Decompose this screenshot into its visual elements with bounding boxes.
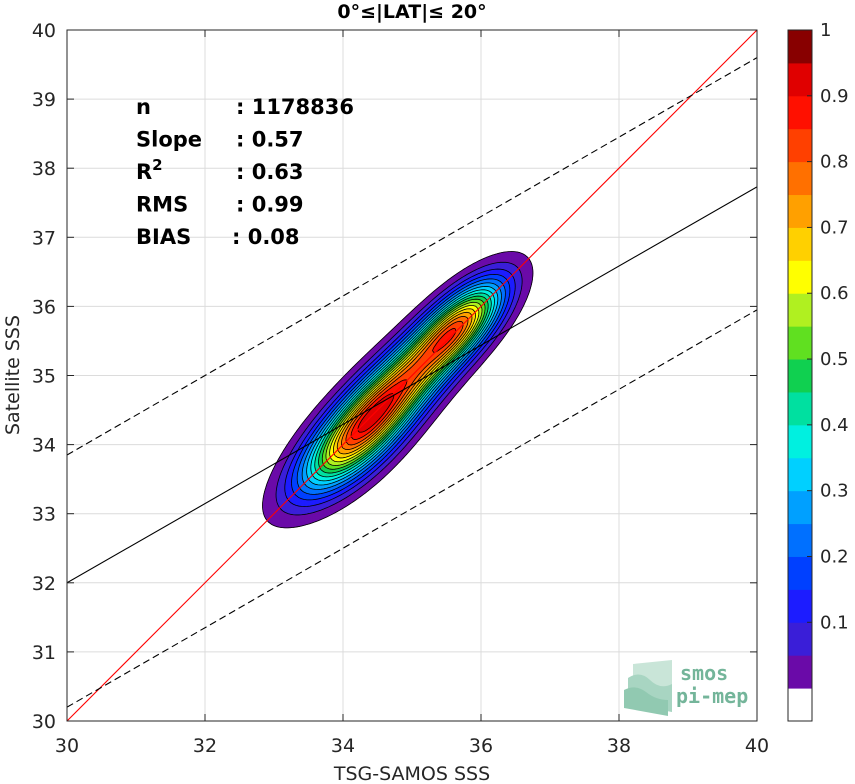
stat-value: : 0.08: [232, 225, 300, 249]
colorbar-tick-label: 0.1: [820, 612, 849, 633]
colorbar-segment: [788, 260, 812, 294]
colorbar-segment: [788, 622, 812, 656]
x-axis-label: TSG-SAMOS SSS: [333, 763, 490, 784]
colorbar-tick-label: 0.9: [820, 86, 849, 107]
logo-waves-icon: [624, 660, 672, 716]
line-regression: [67, 186, 757, 584]
logo-text-line1: smos: [680, 661, 728, 685]
x-tick-label: 30: [55, 735, 79, 757]
colorbar-segment: [788, 293, 812, 327]
colorbar-segment: [788, 227, 812, 261]
contour-outline-4: [291, 274, 511, 501]
x-tick-label: 34: [331, 735, 355, 757]
y-tick-label: 39: [32, 89, 56, 111]
colorbar-segment: [788, 62, 812, 97]
y-axis: 30 31 32 33 34 35 36 37 38 39 40: [32, 20, 757, 733]
statistics-annotation: n : 1178836 Slope : 0.57 R2 : 0.63 RMS : 0.99 BI…: [136, 95, 354, 249]
contour-outline-8: [310, 289, 495, 482]
colorbar-segment: [788, 523, 812, 557]
y-tick-label: 38: [32, 158, 56, 180]
colorbar-segment: [788, 556, 812, 590]
colorbar-segment: [788, 688, 812, 722]
chart-title: 0°≤|LAT|≤ 20°: [337, 1, 486, 23]
y-tick-label: 31: [32, 642, 56, 664]
y-tick-label: 37: [32, 227, 56, 249]
colorbar-tick-label: 0.2: [820, 546, 849, 567]
colorbar-tick-label: 0.6: [820, 283, 849, 304]
stat-label: Slope: [136, 128, 202, 152]
contour-outline-11: [321, 298, 486, 470]
y-tick-label: 40: [32, 20, 56, 42]
y-tick-label: 32: [32, 573, 56, 595]
colorbar-segment: [788, 589, 812, 623]
contour-outline-7: [306, 286, 499, 486]
line-lower-bound: [67, 309, 757, 708]
stat-value: : 1178836: [236, 95, 354, 119]
colorbar: [787, 29, 813, 722]
colorbar-tick-label: 0.4: [820, 415, 849, 436]
stat-label: n: [136, 95, 151, 119]
x-tick-label: 40: [745, 735, 769, 757]
colorbar-segment: [788, 161, 812, 196]
y-tick-label: 36: [32, 296, 56, 318]
y-axis-label: Satellite SSS: [2, 315, 24, 435]
colorbar-segment: [788, 490, 812, 525]
y-tick-label: 33: [32, 504, 56, 526]
x-tick-label: 38: [607, 735, 631, 757]
line-identity: [67, 30, 757, 721]
contour-outline-2: [275, 261, 523, 516]
stat-label: R2: [136, 156, 163, 184]
line-upper-bound: [67, 57, 757, 456]
stat-value: : 0.63: [236, 160, 304, 184]
stat-value: : 0.99: [236, 193, 304, 217]
x-tick-label: 36: [469, 735, 493, 757]
colorbar-tick-label: 0.3: [820, 481, 849, 502]
contour-outline-12: [325, 301, 483, 466]
stat-label-superscript: 2: [152, 156, 162, 174]
logo-text-line2: pi-mep: [676, 684, 748, 708]
colorbar-segment: [788, 457, 812, 492]
contour-outline-13: [329, 305, 480, 463]
contour-outline-5: [296, 278, 506, 495]
colorbar-segment: [788, 194, 812, 228]
colorbar-segment: [788, 424, 812, 459]
contour-outline-17: [345, 320, 464, 446]
contour-outline-3: [284, 268, 516, 507]
contour-outline-16: [341, 315, 469, 450]
stat-value: : 0.57: [236, 128, 304, 152]
colorbar-segment: [788, 655, 812, 689]
colorbar-segment: [788, 391, 812, 426]
colorbar-ticks: 0.1 0.2 0.3 0.4 0.5 0.6 0.7 0.8 0.9 1: [807, 20, 849, 633]
colorbar-segment: [788, 30, 812, 64]
y-tick-label: 34: [32, 435, 56, 457]
contour-outline-9: [314, 292, 492, 478]
colorbar-segment: [788, 95, 812, 130]
contour-outline-15: [336, 311, 473, 455]
colorbar-segment: [788, 326, 812, 360]
reference-lines: [67, 30, 757, 721]
contour-outline-10: [318, 295, 489, 474]
y-tick-label: 35: [32, 366, 56, 388]
y-tick-label: 30: [32, 711, 56, 733]
colorbar-tick-label: 0.7: [820, 217, 849, 238]
x-axis: 30 32 34 36 38 40: [55, 30, 769, 757]
colorbar-segment: [788, 128, 812, 163]
colorbar-tick-label: 0.8: [820, 152, 849, 173]
colorbar-frame: [787, 29, 813, 722]
contour-outline-6: [301, 282, 502, 490]
colorbar-tick-label: 0.5: [820, 349, 849, 370]
colorbar-segment: [788, 359, 812, 393]
stat-label: RMS: [136, 193, 188, 217]
x-tick-label: 32: [193, 735, 217, 757]
stat-label: BIAS: [136, 225, 191, 249]
contour-outline-1: [262, 251, 534, 529]
smos-pi-mep-logo: smos pi-mep: [624, 660, 748, 716]
colorbar-tick-label: 1: [820, 20, 831, 41]
